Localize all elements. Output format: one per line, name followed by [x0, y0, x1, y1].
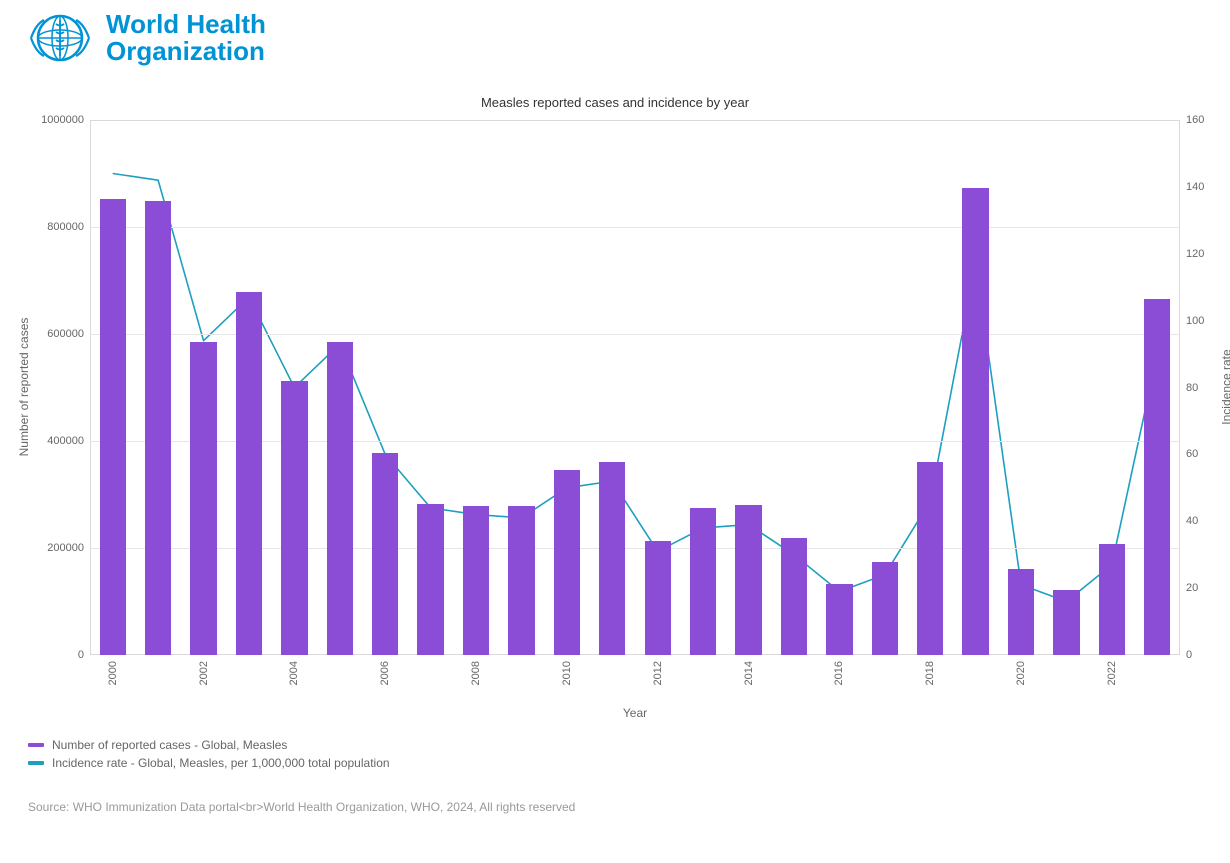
bar	[100, 199, 126, 655]
y-left-tick: 800000	[47, 221, 84, 233]
y-left-tick: 200000	[47, 542, 84, 554]
x-tick: 2018	[924, 661, 936, 685]
x-tick: 2002	[198, 661, 210, 685]
x-tick: 2012	[652, 661, 664, 685]
y-right-tick: 40	[1186, 515, 1198, 527]
bar	[145, 201, 171, 655]
y-left-tick: 600000	[47, 328, 84, 340]
chart-plot-area: 0200000400000600000800000100000002040608…	[90, 120, 1180, 655]
y-left-tick: 1000000	[41, 114, 84, 126]
bar	[372, 453, 398, 655]
x-axis-label: Year	[90, 706, 1180, 720]
who-emblem-icon	[28, 6, 92, 70]
bar	[781, 538, 807, 655]
bar	[417, 504, 443, 655]
who-logo-text: World Health Organization	[106, 11, 266, 66]
y-right-tick: 160	[1186, 114, 1204, 126]
x-tick: 2022	[1106, 661, 1118, 685]
bar	[508, 506, 534, 655]
bar	[826, 584, 852, 655]
bar	[281, 381, 307, 655]
y-right-tick: 0	[1186, 649, 1192, 661]
who-logo-line2: Organization	[106, 38, 266, 65]
bar	[1053, 590, 1079, 655]
bar	[1144, 299, 1170, 655]
y-right-tick: 80	[1186, 382, 1198, 394]
y-left-tick: 400000	[47, 435, 84, 447]
bar	[463, 506, 489, 655]
x-tick: 2014	[743, 661, 755, 685]
y-right-tick: 120	[1186, 248, 1204, 260]
y-right-tick: 20	[1186, 582, 1198, 594]
y-left-tick: 0	[78, 649, 84, 661]
bar	[236, 292, 262, 655]
who-logo: World Health Organization	[28, 6, 266, 70]
bar	[190, 342, 216, 655]
x-tick: 2000	[107, 661, 119, 685]
chart-title: Measles reported cases and incidence by …	[0, 95, 1230, 110]
source-text: Source: WHO Immunization Data portal<br>…	[28, 800, 575, 814]
y-right-tick: 140	[1186, 181, 1204, 193]
x-tick: 2020	[1015, 661, 1027, 685]
legend: Number of reported cases - Global, Measl…	[28, 738, 390, 774]
legend-swatch-line	[28, 761, 44, 765]
legend-item-bars: Number of reported cases - Global, Measl…	[28, 738, 390, 752]
page-root: World Health Organization Measles report…	[0, 0, 1230, 863]
x-tick: 2016	[833, 661, 845, 685]
x-tick: 2010	[561, 661, 573, 685]
legend-label-bars: Number of reported cases - Global, Measl…	[52, 738, 287, 752]
y-right-tick: 60	[1186, 448, 1198, 460]
bar	[962, 188, 988, 655]
y-right-tick: 100	[1186, 315, 1204, 327]
bar	[735, 505, 761, 655]
bar	[1008, 569, 1034, 655]
bar	[645, 541, 671, 655]
x-tick: 2008	[470, 661, 482, 685]
who-logo-line1: World Health	[106, 11, 266, 38]
legend-swatch-bars	[28, 743, 44, 747]
x-tick: 2004	[288, 661, 300, 685]
bar	[1099, 544, 1125, 655]
y-axis-right-label: Incidence rate	[1219, 349, 1230, 424]
gridline	[90, 227, 1180, 228]
bar	[872, 562, 898, 655]
bar	[599, 462, 625, 655]
bar	[554, 470, 580, 655]
y-axis-left-label: Number of reported cases	[17, 318, 31, 457]
bar	[327, 342, 353, 655]
legend-label-line: Incidence rate - Global, Measles, per 1,…	[52, 756, 390, 770]
legend-item-line: Incidence rate - Global, Measles, per 1,…	[28, 756, 390, 770]
x-tick: 2006	[379, 661, 391, 685]
bar	[690, 508, 716, 655]
bar	[917, 462, 943, 655]
